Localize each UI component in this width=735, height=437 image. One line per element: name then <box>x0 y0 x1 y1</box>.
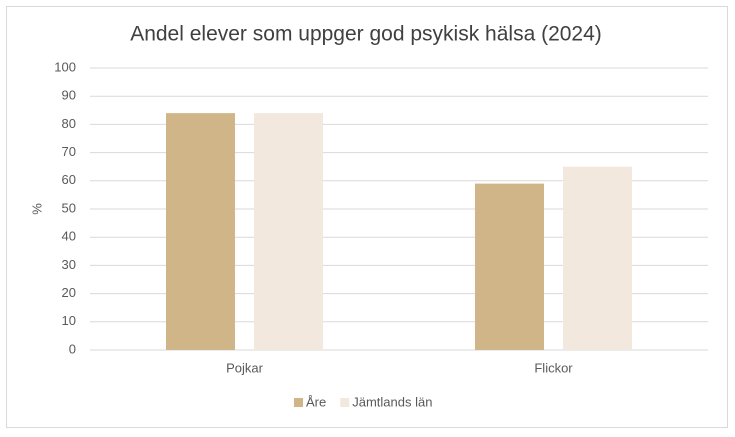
bar <box>166 113 235 351</box>
y-tick-label: 60 <box>62 172 76 187</box>
y-tick-label: 10 <box>62 313 76 328</box>
bar <box>563 166 632 350</box>
y-tick-label: 100 <box>54 59 76 74</box>
y-tick-label: 70 <box>62 144 76 159</box>
y-tick-label: 90 <box>62 88 76 103</box>
bar <box>254 113 323 351</box>
y-tick-label: 80 <box>62 116 76 131</box>
y-tick-label: 0 <box>69 341 76 356</box>
legend-swatch <box>340 398 350 407</box>
x-tick-label: Pojkar <box>226 360 264 375</box>
legend-label: Åre <box>306 394 326 409</box>
chart-title: Andel elever som uppger god psykisk häls… <box>130 23 602 46</box>
x-tick-label: Flickor <box>534 360 573 375</box>
bar <box>475 183 544 350</box>
y-tick-label: 40 <box>62 229 76 244</box>
y-axis-label: % <box>29 203 44 215</box>
legend-swatch <box>294 398 303 407</box>
y-tick-label: 50 <box>62 200 76 215</box>
legend-label: Jämtlands län <box>352 394 432 409</box>
y-tick-label: 20 <box>62 285 76 300</box>
y-tick-label: 30 <box>62 257 76 272</box>
